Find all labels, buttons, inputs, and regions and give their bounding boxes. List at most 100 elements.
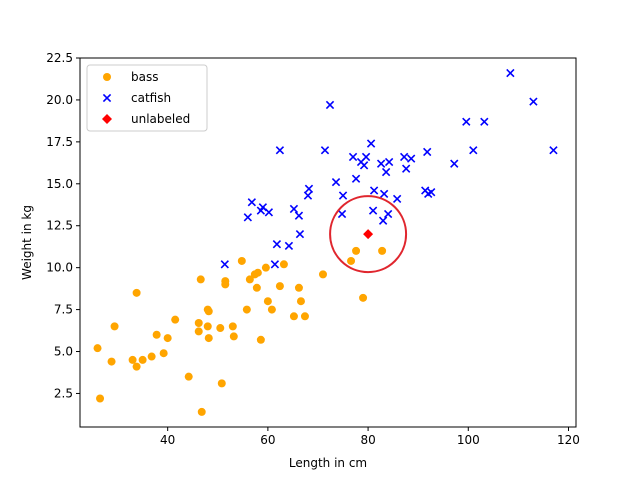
legend-marker	[102, 93, 112, 103]
bass-point	[378, 246, 387, 255]
catfish-point	[378, 216, 388, 225]
unlabeled-point	[363, 229, 374, 240]
catfish-point	[384, 157, 394, 167]
bass-point	[171, 315, 180, 324]
bass-point	[204, 307, 213, 316]
catfish-point	[331, 177, 341, 187]
catfish-point	[243, 213, 253, 222]
catfish-point	[348, 152, 358, 162]
catfish-point	[376, 159, 386, 168]
bass-point	[275, 282, 284, 291]
bass-point	[96, 394, 105, 403]
catfish-point	[383, 209, 393, 219]
series-unlabeled	[363, 229, 374, 240]
catfish-point	[401, 164, 411, 173]
legend-box	[86, 64, 208, 132]
bass-point	[93, 344, 102, 353]
bass-point	[267, 305, 276, 314]
y-tick-label: 7.5	[54, 303, 73, 317]
bass-point	[138, 355, 147, 364]
catfish-point	[399, 152, 409, 162]
catfish-point	[529, 97, 538, 106]
y-tick-label: 20.0	[46, 93, 73, 107]
y-tick-label: 22.5	[46, 51, 73, 65]
bass-point	[128, 355, 137, 364]
x-tick-label: 120	[557, 433, 580, 447]
catfish-point	[338, 191, 348, 200]
catfish-point	[284, 241, 294, 251]
legend-label: bass	[131, 70, 158, 84]
bass-point	[242, 305, 251, 314]
bass-point	[107, 357, 116, 366]
bass-point	[110, 322, 119, 331]
catfish-point	[220, 260, 229, 269]
bass-point	[318, 270, 327, 279]
catfish-point	[359, 161, 369, 170]
bass-point	[263, 297, 272, 306]
bass-point	[197, 407, 206, 416]
bass-point	[289, 312, 298, 321]
catfish-point	[369, 186, 379, 195]
bass-point	[347, 256, 356, 265]
catfish-point	[351, 174, 361, 183]
bass-point	[221, 280, 230, 289]
legend-label: unlabeled	[131, 112, 190, 126]
bass-point	[352, 246, 361, 255]
bass-point	[279, 260, 288, 269]
legend-item-bass: bass	[103, 70, 158, 84]
catfish-point	[427, 188, 436, 197]
catfish-point	[450, 159, 459, 168]
axis-ticks: 40 60 80 100 120 2.5 5.0 7.5 10.0 12.5 15.0 17.5 20.…	[46, 51, 580, 447]
catfish-point	[247, 198, 257, 207]
y-tick-label: 5.0	[54, 345, 73, 359]
bass-point	[203, 322, 212, 331]
catfish-point	[264, 208, 274, 217]
catfish-point	[379, 189, 389, 199]
bass-point	[300, 312, 309, 321]
legend-label: catfish	[131, 91, 171, 105]
y-tick-label: 10.0	[46, 261, 73, 275]
catfish-point	[294, 211, 304, 220]
bass-point	[194, 327, 203, 336]
bass-point	[228, 322, 237, 331]
plot-area	[93, 68, 558, 416]
catfish-point	[381, 167, 391, 177]
catfish-point	[368, 206, 378, 215]
y-tick-label: 12.5	[46, 219, 73, 233]
bass-point	[216, 324, 225, 333]
y-tick-label: 2.5	[54, 386, 73, 400]
bass-point	[184, 372, 193, 381]
x-axis-label: Length in cm	[289, 456, 367, 470]
legend-marker	[102, 114, 112, 124]
bass-point	[296, 297, 305, 306]
catfish-point	[423, 147, 432, 157]
y-tick-label: 15.0	[46, 177, 73, 191]
axes-frame	[79, 57, 577, 428]
catfish-point	[462, 117, 471, 126]
catfish-point	[303, 191, 313, 200]
catfish-point	[366, 139, 376, 148]
catfish-point	[480, 117, 489, 126]
highlight-circle	[329, 195, 408, 274]
y-tick-label: 17.5	[46, 135, 73, 149]
catfish-point	[407, 154, 416, 163]
bass-point	[152, 330, 161, 339]
x-tick-label: 40	[160, 433, 175, 447]
legend: bass catfish unlabeled	[86, 64, 208, 132]
legend-marker	[103, 73, 111, 81]
bass-point	[194, 319, 203, 328]
catfish-point	[275, 146, 285, 155]
bass-point	[256, 335, 265, 344]
bass-point	[261, 263, 270, 272]
series-bass	[93, 246, 387, 416]
catfish-point	[361, 152, 371, 162]
catfish-point	[320, 146, 330, 155]
bass-point	[229, 332, 238, 341]
catfish-point	[289, 204, 299, 214]
bass-point	[147, 352, 156, 361]
legend-item-unlabeled: unlabeled	[102, 112, 190, 126]
catfish-point	[295, 229, 305, 239]
catfish-point	[337, 209, 347, 219]
x-tick-label: 100	[457, 433, 480, 447]
